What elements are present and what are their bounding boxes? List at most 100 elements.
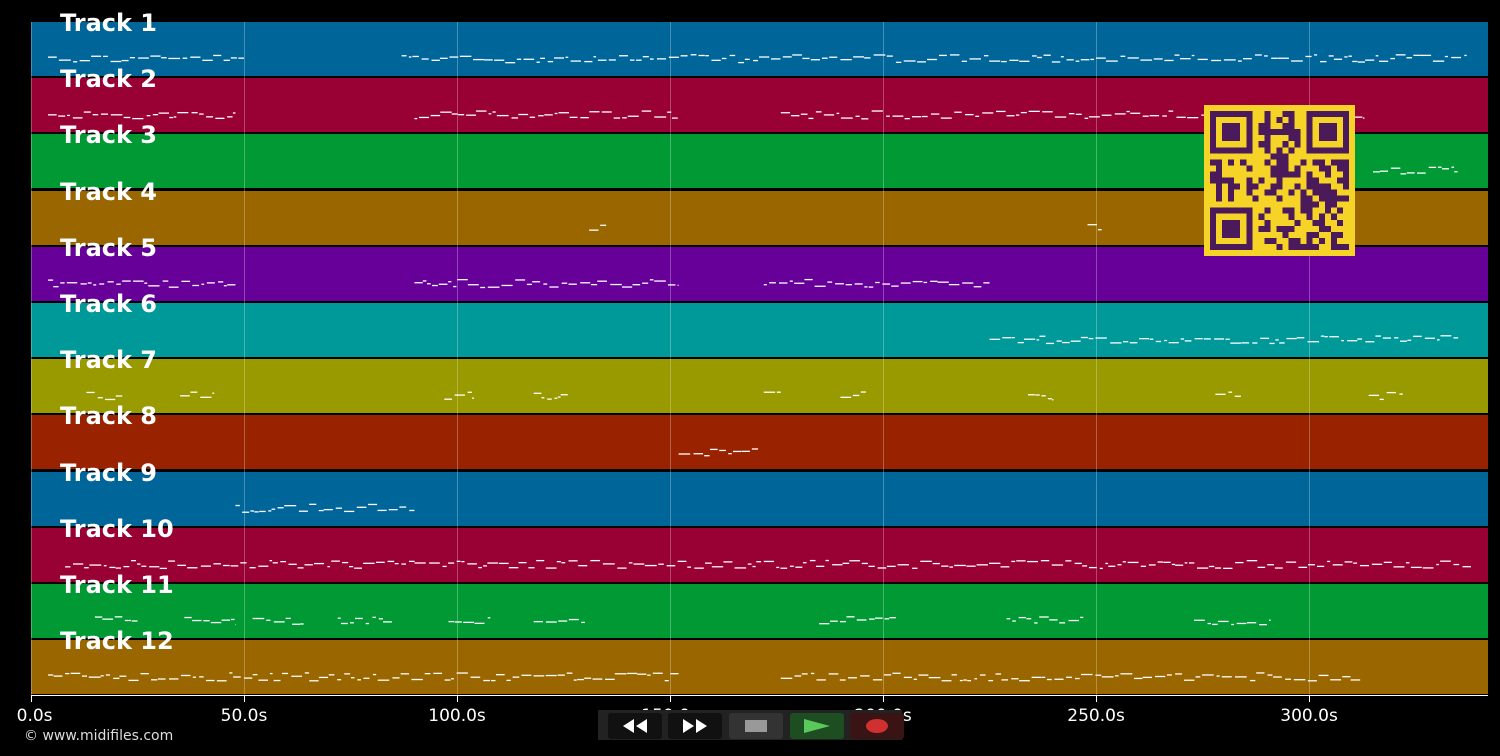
qr-module	[1276, 225, 1283, 232]
axis-tick	[31, 696, 32, 702]
qr-module	[1234, 183, 1241, 190]
qr-module	[1336, 231, 1343, 238]
qr-finder-module	[1318, 123, 1337, 142]
qr-module	[1306, 213, 1313, 220]
qr-module	[1282, 153, 1289, 160]
qr-module	[1276, 243, 1283, 250]
record-icon	[866, 719, 888, 733]
qr-module	[1270, 237, 1277, 244]
qr-module	[1264, 141, 1271, 148]
axis-tick	[883, 696, 885, 702]
qr-module	[1216, 183, 1223, 190]
qr-module	[1216, 189, 1223, 196]
stop-icon	[745, 720, 767, 732]
qr-code	[1204, 105, 1355, 256]
qr-module	[1276, 129, 1283, 136]
qr-module	[1276, 177, 1283, 184]
qr-module	[1312, 219, 1319, 226]
track-lane	[31, 471, 1488, 526]
qr-module	[1276, 159, 1283, 166]
stop-button[interactable]	[729, 713, 783, 739]
track-notes	[1372, 166, 1458, 175]
qr-module	[1306, 171, 1313, 178]
qr-module	[1210, 171, 1217, 178]
track-label: Track 10	[60, 514, 174, 543]
qr-module	[1288, 111, 1295, 118]
gridline	[457, 22, 459, 696]
qr-module	[1282, 231, 1289, 238]
track-notes	[48, 672, 1361, 682]
gridline	[1309, 22, 1311, 696]
qr-module	[1306, 237, 1313, 244]
play-button[interactable]	[790, 713, 844, 739]
qr-module	[1288, 147, 1295, 154]
track-label: Track 2	[60, 65, 158, 94]
qr-module	[1312, 231, 1319, 238]
qr-module	[1318, 165, 1325, 172]
track-label: Track 8	[60, 402, 158, 431]
qr-module	[1324, 195, 1331, 202]
gridline	[1096, 22, 1098, 696]
track-notes	[94, 616, 1271, 626]
track-lane	[31, 640, 1488, 695]
qr-module	[1306, 243, 1313, 250]
qr-module	[1330, 159, 1337, 166]
qr-module	[1294, 165, 1301, 172]
record-button[interactable]	[850, 713, 904, 739]
qr-module	[1228, 177, 1235, 184]
qr-module	[1330, 243, 1337, 250]
axis-tick-label: 300.0s	[1280, 706, 1338, 726]
qr-module	[1312, 177, 1319, 184]
qr-module	[1264, 135, 1271, 142]
fast-forward-button[interactable]	[668, 713, 722, 739]
qr-module	[1330, 195, 1337, 202]
qr-module	[1336, 219, 1343, 226]
qr-module	[1342, 243, 1349, 250]
track-label: Track 12	[60, 627, 174, 656]
qr-module	[1282, 123, 1289, 130]
qr-module	[1264, 129, 1271, 136]
qr-module	[1330, 213, 1337, 220]
qr-module	[1258, 123, 1265, 130]
qr-module	[1246, 189, 1253, 196]
qr-module	[1246, 165, 1253, 172]
qr-module	[1330, 237, 1337, 244]
qr-module	[1270, 171, 1277, 178]
track-label: Track 11	[60, 571, 174, 599]
qr-module	[1276, 147, 1283, 154]
qr-module	[1342, 165, 1349, 172]
qr-module	[1342, 159, 1349, 166]
rewind-button[interactable]	[608, 713, 662, 739]
axis-tick	[1309, 696, 1311, 702]
qr-module	[1294, 129, 1301, 136]
axis-tick	[244, 696, 245, 702]
qr-module	[1228, 159, 1235, 166]
fast-forward-icon	[683, 719, 707, 733]
track-notes	[48, 278, 990, 289]
qr-module	[1264, 219, 1271, 226]
qr-module	[1300, 201, 1307, 208]
qr-module	[1228, 183, 1235, 190]
axis-tick-label: 0.0s	[16, 706, 53, 726]
track-notes	[48, 110, 1365, 120]
track-label: Track 5	[60, 233, 158, 262]
qr-module	[1282, 171, 1289, 178]
qr-module	[1258, 213, 1265, 220]
axis-tick-label: 50.0s	[220, 706, 268, 726]
qr-module	[1264, 159, 1271, 166]
qr-module	[1312, 243, 1319, 250]
qr-module	[1324, 171, 1331, 178]
qr-module	[1258, 177, 1265, 184]
qr-module	[1216, 195, 1223, 202]
qr-module	[1324, 201, 1331, 208]
qr-module	[1318, 159, 1325, 166]
qr-module	[1282, 159, 1289, 166]
qr-module	[1312, 189, 1319, 196]
qr-module	[1288, 207, 1295, 214]
rewind-icon	[623, 719, 647, 733]
track-lane	[31, 303, 1488, 357]
qr-module	[1270, 183, 1277, 190]
qr-module	[1324, 183, 1331, 190]
qr-module	[1216, 177, 1223, 184]
